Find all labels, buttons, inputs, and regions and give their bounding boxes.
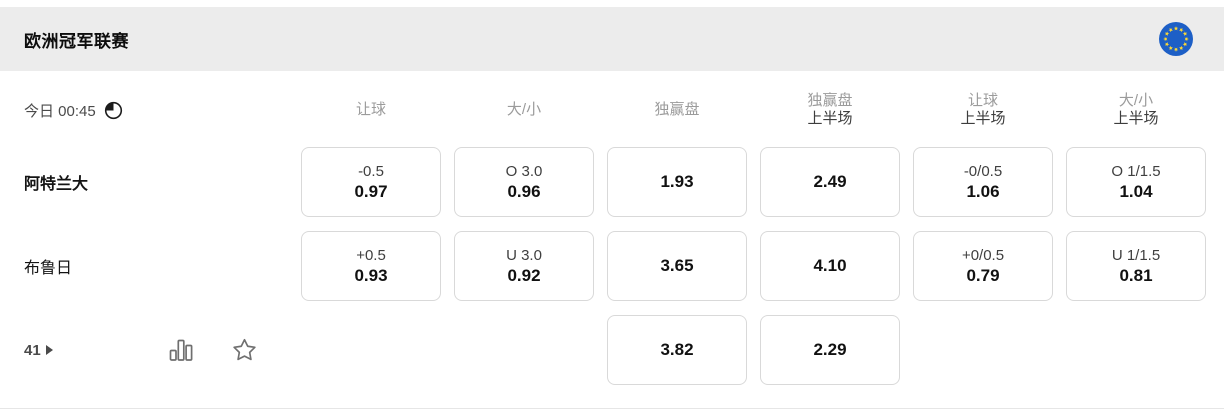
column-header-over-under: 大/小 (506, 101, 542, 118)
column-header-handicap-first-half: 让球 上半场 (960, 92, 1006, 127)
odds-away-handicap-first-half[interactable]: +0/0.5 0.79 (913, 231, 1053, 301)
odds-draw-moneyline-first-half[interactable]: 2.29 (760, 315, 900, 385)
league-title: 欧洲冠军联赛 (24, 31, 129, 51)
odds-home-over[interactable]: O 3.0 0.96 (454, 147, 594, 217)
match-time-label: 今日 00:45 (24, 102, 96, 120)
bottom-divider (0, 408, 1224, 409)
bar-chart-icon[interactable] (168, 337, 194, 363)
column-header-moneyline-first-half: 独赢盘 上半场 (807, 92, 853, 127)
column-header-moneyline: 独赢盘 (654, 101, 700, 118)
market-columns-header: 今日 00:45 让球 大/小 独赢盘 独赢盘 上半场 让球 上半场 大/小 (0, 87, 1224, 133)
odds-home-moneyline-first-half[interactable]: 2.49 (760, 147, 900, 217)
draw-row: 41 3.82 2.29 (0, 315, 1224, 385)
team-row-away: 布鲁日 +0.5 0.93 U 3.0 0.92 3.65 4.10 +0/0.… (0, 231, 1224, 301)
team-name-away: 布鲁日 (24, 260, 73, 277)
match-actions: 41 (24, 336, 288, 365)
team-name-home: 阿特兰大 (24, 176, 89, 193)
empty-cell (913, 315, 1053, 385)
odds-home-over-first-half[interactable]: O 1/1.5 1.04 (1066, 147, 1206, 217)
star-icon[interactable] (230, 336, 259, 365)
chevron-right-icon (45, 345, 53, 355)
empty-cell (301, 315, 441, 385)
empty-cell (1066, 315, 1206, 385)
more-markets-count: 41 (24, 341, 41, 359)
odds-home-handicap-first-half[interactable]: -0/0.5 1.06 (913, 147, 1053, 217)
odds-away-under-first-half[interactable]: U 1/1.5 0.81 (1066, 231, 1206, 301)
odds-away-moneyline-first-half[interactable]: 4.10 (760, 231, 900, 301)
more-markets-link[interactable]: 41 (24, 342, 53, 359)
odds-home-moneyline[interactable]: 1.93 (607, 147, 747, 217)
odds-draw-moneyline[interactable]: 3.82 (607, 315, 747, 385)
team-row-home: 阿特兰大 -0.5 0.97 O 3.0 0.96 1.93 2.49 -0/0… (0, 147, 1224, 217)
odds-home-handicap[interactable]: -0.5 0.97 (301, 147, 441, 217)
clock-icon (104, 101, 122, 119)
eu-flag-icon (1159, 22, 1193, 56)
odds-away-moneyline[interactable]: 3.65 (607, 231, 747, 301)
league-header: 欧洲冠军联赛 (0, 7, 1224, 71)
odds-away-under[interactable]: U 3.0 0.92 (454, 231, 594, 301)
column-header-over-under-first-half: 大/小 上半场 (1113, 92, 1159, 127)
match-time: 今日 00:45 (24, 100, 288, 121)
column-header-handicap: 让球 (355, 101, 386, 118)
odds-away-handicap[interactable]: +0.5 0.93 (301, 231, 441, 301)
empty-cell (454, 315, 594, 385)
